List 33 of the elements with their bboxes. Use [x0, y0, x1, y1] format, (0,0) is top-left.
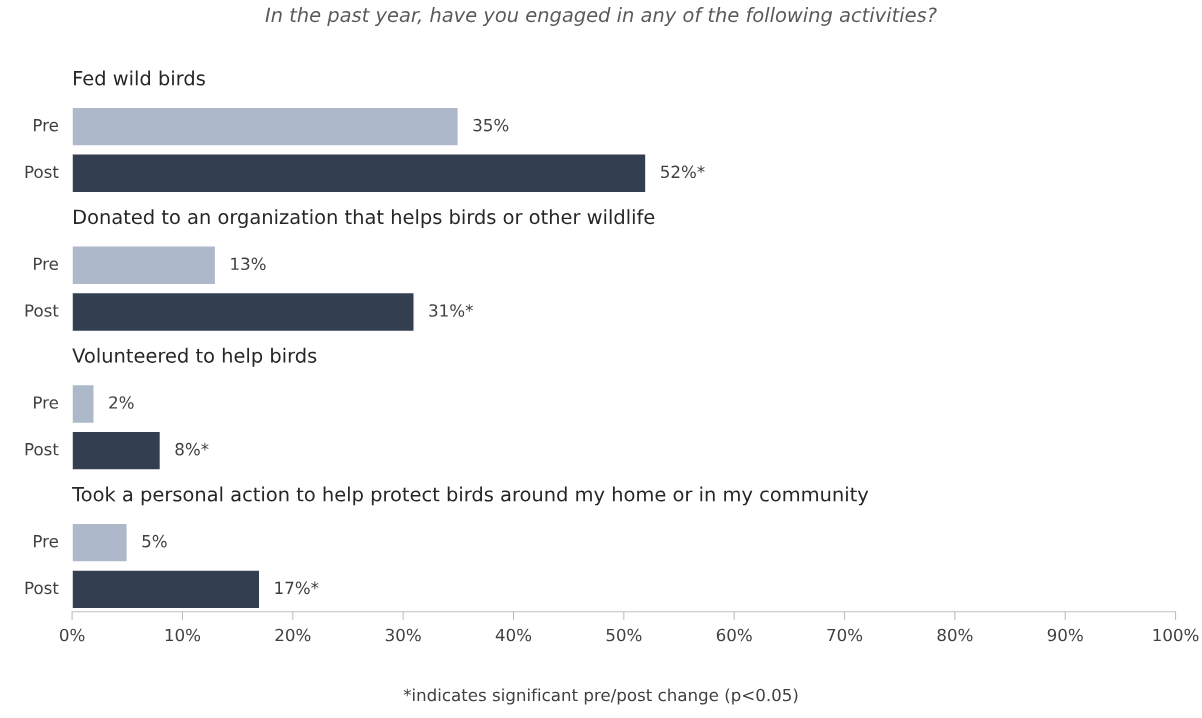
- data-label: 8%*: [175, 442, 209, 456]
- y-tick-label: Donated to an organization that helps birds or other wildlife: [74, 209, 655, 228]
- x-tick-label: 50%: [606, 628, 642, 642]
- data-label: 13%: [231, 257, 266, 271]
- y-tick-label: Fed wild birds: [74, 70, 205, 86]
- x-tick-label: 60%: [716, 628, 752, 642]
- x-tick-label: 70%: [827, 628, 863, 642]
- x-tick-label: 40%: [495, 628, 532, 642]
- chart-title: In the past year, have you engaged in any of the following activities?: [265, 7, 937, 26]
- x-tick-label: 20%: [275, 628, 311, 642]
- x-tick-label: 10%: [165, 628, 201, 642]
- text: Post: [25, 581, 59, 595]
- data-label: 35%: [473, 118, 509, 132]
- text: Pre: [34, 535, 58, 548]
- x-tick-label: 30%: [385, 628, 421, 642]
- data-label: 31%*: [429, 304, 473, 317]
- data-label: 2%: [109, 396, 134, 409]
- x-tick-label: 100%: [1153, 628, 1199, 642]
- x-tick-label: 80%: [937, 628, 973, 642]
- x-tick-label: 90%: [1047, 628, 1083, 642]
- data-label: 5%: [142, 534, 167, 548]
- text: Post: [25, 304, 59, 317]
- text: Post: [25, 443, 59, 456]
- data-label: 17%*: [275, 581, 319, 595]
- text: Pre: [34, 257, 58, 271]
- text: Pre: [34, 396, 58, 409]
- text: *indicates significant pre/post change (p<0.05): [403, 688, 798, 705]
- data-label: 52%*: [661, 165, 705, 179]
- series-label: Pre: [34, 119, 58, 132]
- y-tick-label: Volunteered to help birds: [72, 347, 317, 367]
- series-label: Post: [25, 165, 59, 179]
- y-tick-label: Took a personal action to help protect birds around my home or in my community: [72, 486, 869, 506]
- x-tick-label: 0%: [60, 628, 85, 642]
